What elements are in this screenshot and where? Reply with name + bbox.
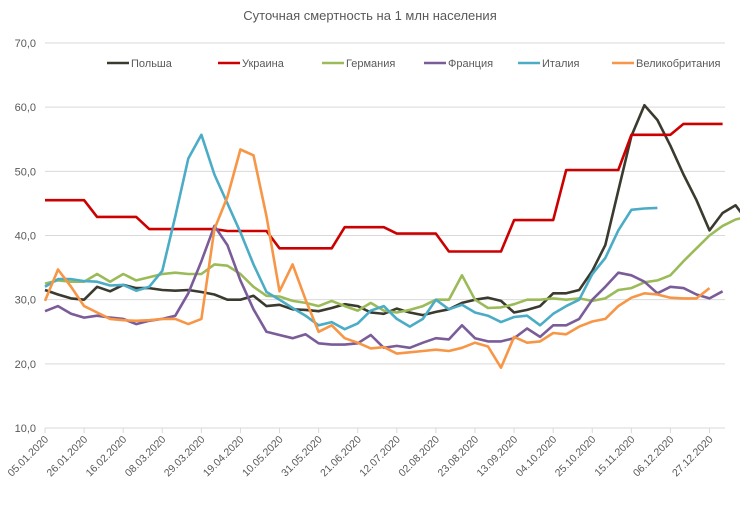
series-line-Германия bbox=[44, 217, 740, 314]
y-tick-label: 70,0 bbox=[15, 38, 36, 50]
x-tick-label: 06.12.2020 bbox=[631, 434, 677, 480]
x-tick-label: 02.08.2020 bbox=[396, 434, 442, 480]
x-tick-label: 21.06.2020 bbox=[318, 434, 364, 480]
legend-item: Франция bbox=[424, 58, 493, 70]
legend-label: Германия bbox=[346, 58, 395, 70]
x-tick-label: 08.03.2020 bbox=[123, 434, 169, 480]
legend-label: Польша bbox=[131, 58, 173, 70]
series-line-Украина bbox=[45, 122, 723, 253]
series-line-Италия bbox=[44, 133, 658, 331]
x-tick-label: 27.12.2020 bbox=[670, 434, 716, 480]
y-tick-label: 10,0 bbox=[15, 423, 36, 435]
x-tick-label: 26.01.2020 bbox=[45, 434, 91, 480]
x-tick-label: 31.05.2020 bbox=[279, 434, 325, 480]
y-tick-label: 50,0 bbox=[15, 166, 36, 178]
y-tick-label: 30,0 bbox=[15, 295, 36, 307]
legend-label: Украина bbox=[242, 58, 285, 70]
y-tick-label: 40,0 bbox=[15, 231, 36, 243]
legend-item: Италия bbox=[518, 58, 580, 70]
chart-title: Суточная смертность на 1 млн населения bbox=[243, 8, 497, 23]
x-tick-label: 16.02.2020 bbox=[84, 434, 130, 480]
x-tick-label: 25.10.2020 bbox=[553, 434, 599, 480]
x-tick-label: 23.08.2020 bbox=[435, 434, 481, 480]
legend-item: Польша bbox=[107, 58, 173, 70]
series-line-Великобритания bbox=[43, 148, 711, 370]
legend-item: Украина bbox=[218, 58, 285, 70]
x-tick-label: 05.01.2020 bbox=[5, 434, 51, 480]
legend-label: Франция bbox=[448, 58, 493, 70]
x-tick-label: 12.07.2020 bbox=[357, 434, 403, 480]
x-tick-label: 29.03.2020 bbox=[162, 434, 208, 480]
legend-label: Италия bbox=[542, 58, 580, 70]
legend-label: Великобритания bbox=[636, 58, 721, 70]
x-tick-label: 04.10.2020 bbox=[514, 434, 560, 480]
x-tick-label: 10.05.2020 bbox=[240, 434, 286, 480]
x-tick-label: 19.04.2020 bbox=[201, 434, 247, 480]
y-tick-label: 20,0 bbox=[15, 359, 36, 371]
x-tick-label: 13.09.2020 bbox=[475, 434, 521, 480]
legend-item: Великобритания bbox=[612, 58, 721, 70]
legend-item: Германия bbox=[322, 58, 395, 70]
y-tick-label: 60,0 bbox=[15, 102, 36, 114]
